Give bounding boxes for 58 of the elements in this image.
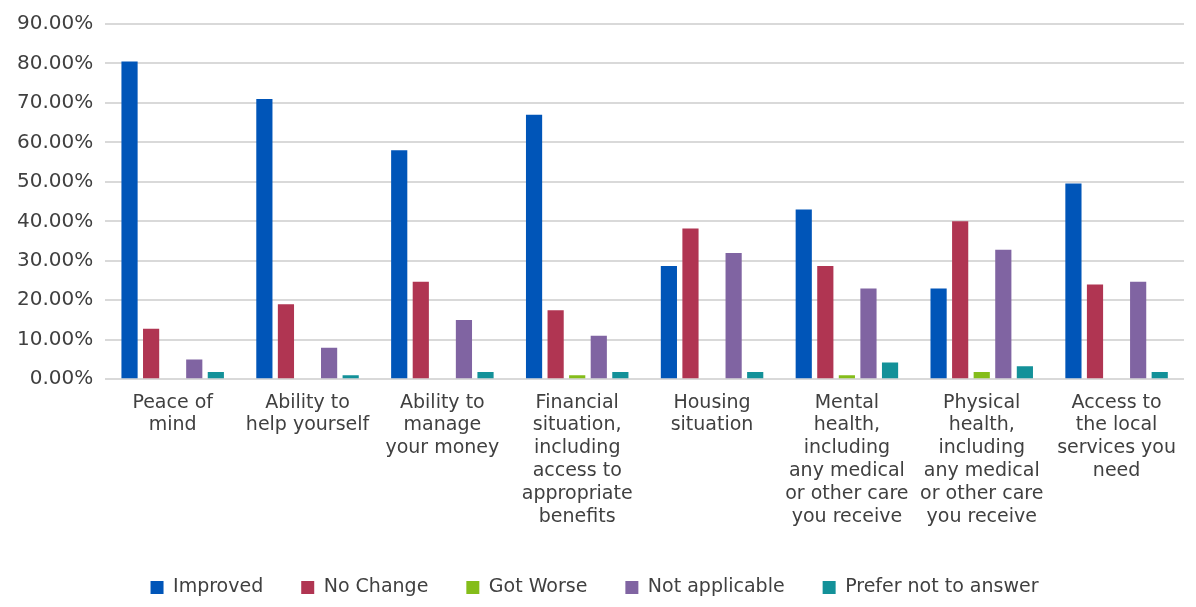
legend-label: No Change	[323, 574, 429, 597]
bar	[660, 265, 677, 379]
bar	[1086, 284, 1104, 379]
y-tick-label: 10.00%	[16, 325, 94, 350]
y-tick-label: 90.00%	[16, 10, 94, 35]
y-tick-label: 60.00%	[16, 128, 94, 153]
bar	[391, 150, 408, 379]
bar	[121, 61, 138, 379]
bar	[1016, 366, 1033, 379]
bar	[838, 375, 855, 379]
bar	[590, 335, 607, 379]
y-tick-label: 20.00%	[16, 286, 94, 311]
y-tick-label: 30.00%	[16, 247, 94, 271]
bar	[973, 372, 990, 379]
bar	[143, 328, 160, 379]
bar	[455, 320, 473, 379]
y-tick-label: 50.00%	[16, 168, 94, 193]
bar	[995, 249, 1012, 379]
bar	[860, 288, 877, 379]
legend-label: Prefer not to answer	[845, 574, 1039, 597]
bar	[477, 372, 494, 379]
legend-label: Not applicable	[647, 574, 785, 597]
bar	[256, 98, 273, 379]
bar	[525, 114, 543, 379]
legend-label: Got Worse	[488, 574, 588, 597]
bar	[747, 372, 764, 379]
bar	[547, 310, 564, 379]
x-tick-label: Financial situation, including access to appropriate benefits	[521, 389, 633, 526]
bar	[612, 372, 629, 379]
bar	[930, 288, 947, 379]
x-tick-label: Physical health, including any medical or other care you receive	[920, 389, 1044, 526]
y-tick-label: 70.00%	[16, 89, 94, 114]
bar	[207, 372, 224, 379]
x-tick-label: Housing situation	[670, 389, 754, 435]
x-tick-label: Mental health, including any medical or other care you receive	[785, 389, 909, 526]
x-tick-label: Ability to manage your money	[385, 389, 500, 458]
x-tick-label: Access to the local services you need	[1057, 389, 1177, 480]
bar	[952, 221, 969, 379]
bar	[186, 359, 203, 379]
bar	[795, 209, 812, 379]
bar	[569, 375, 586, 379]
bar	[1065, 183, 1082, 379]
bar	[1151, 372, 1168, 379]
bar	[817, 265, 834, 379]
bar	[682, 228, 699, 379]
bar	[1130, 281, 1147, 379]
bar	[881, 362, 899, 379]
legend-label: Improved	[173, 574, 264, 597]
bar	[725, 252, 742, 379]
x-tick-label: Ability to help yourself	[245, 389, 371, 435]
bar	[321, 347, 338, 379]
bar	[412, 281, 429, 379]
y-tick-label: 0.00%	[29, 365, 94, 390]
y-tick-label: 40.00%	[16, 207, 94, 232]
y-tick-label: 80.00%	[16, 49, 94, 74]
x-tick-label: Peace of mind	[132, 389, 215, 435]
bar	[342, 375, 359, 379]
bar	[277, 304, 295, 379]
